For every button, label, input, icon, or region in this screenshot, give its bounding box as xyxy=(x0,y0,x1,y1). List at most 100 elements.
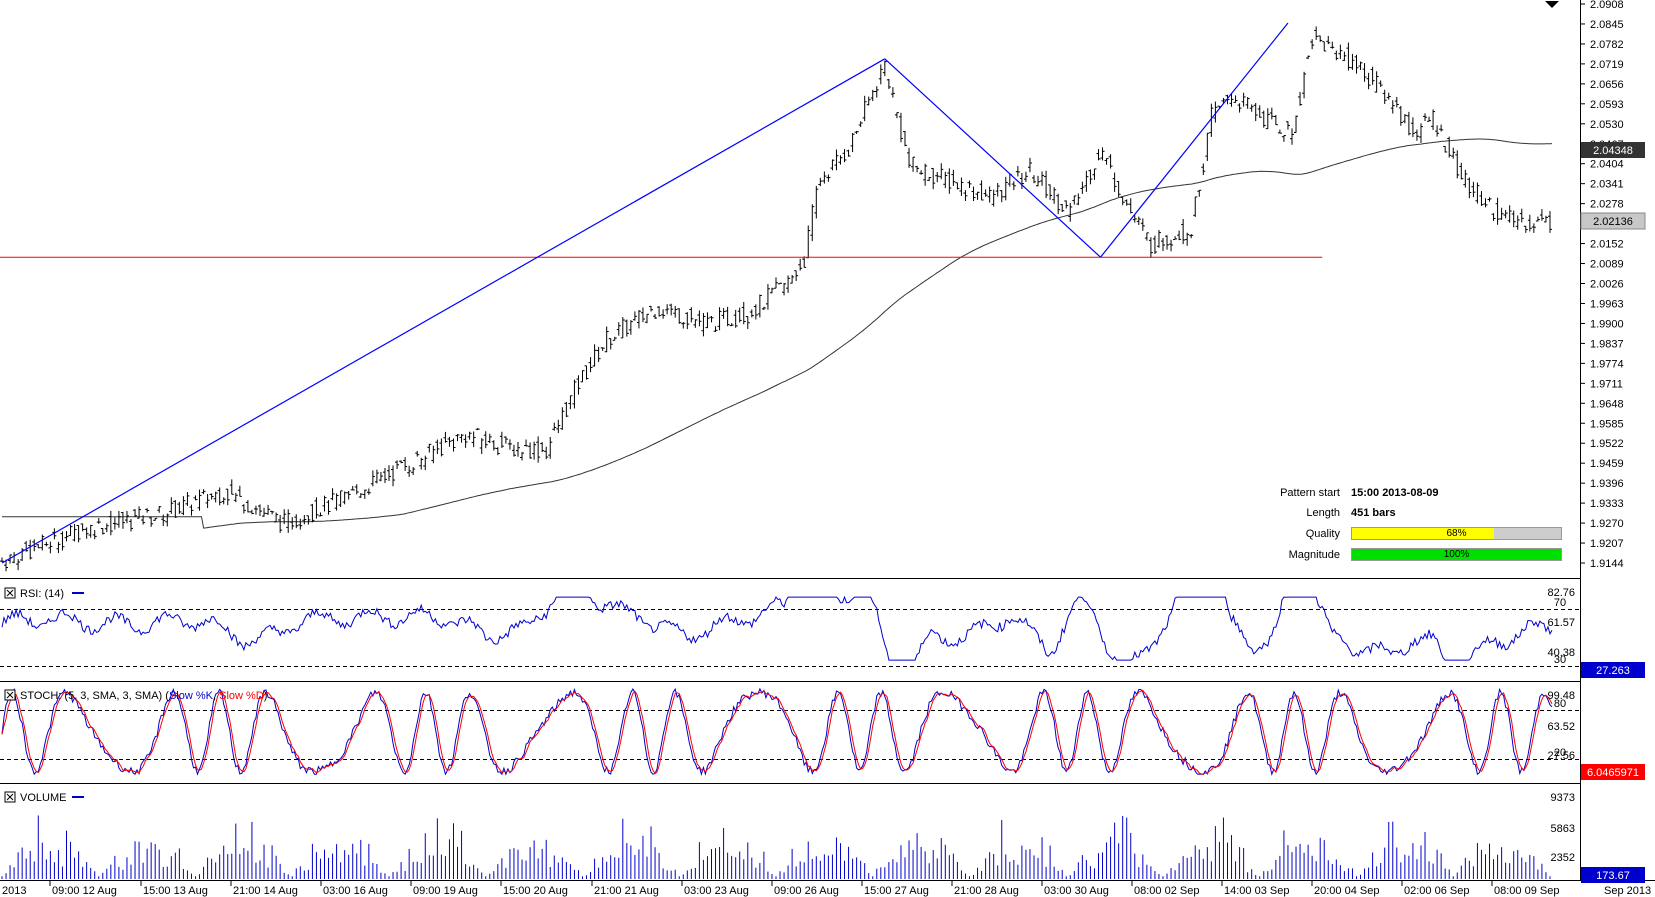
pattern-magnitude-label: Magnitude xyxy=(1288,549,1340,561)
pattern-length-label: Length xyxy=(1306,507,1340,519)
price-y-tick: 1.9963 xyxy=(1590,298,1624,310)
rsi-y-tick-1: 82.76 xyxy=(1547,587,1575,599)
time-axis-label: 21:00 14 Aug xyxy=(233,885,298,897)
time-axis-label: 08:00 02 Sep xyxy=(1134,885,1199,897)
price-y-tick: 1.9459 xyxy=(1590,458,1624,470)
stoch-level-80: 80 xyxy=(1554,698,1566,710)
ma-price-tag: 2.04348 xyxy=(1581,142,1645,158)
stoch-title: STOCH: (5, 3, SMA, 3, SMA) xyxy=(20,690,162,702)
price-y-axis: 2.0908 2.0845 2.0782 2.0719 2.0656 2.0593 2.05… xyxy=(1580,0,1624,570)
quality-bar: 68% xyxy=(1351,527,1562,540)
time-axis-label: 15:00 27 Aug xyxy=(864,885,929,897)
time-axis-label: 09:00 19 Aug xyxy=(413,885,478,897)
volume-title: VOLUME xyxy=(20,792,66,804)
rsi-current-label: 27.263 xyxy=(1596,665,1630,677)
time-axis-label: 21:00 28 Aug xyxy=(954,885,1019,897)
pattern-start-value: 15:00 2013-08-09 xyxy=(1351,487,1439,499)
current-price-tag: 2.02136 xyxy=(1580,212,1646,230)
volume-y-tick-3: 2352 xyxy=(1551,852,1575,864)
time-axis: 2013 09:00 12 Aug 15:00 13 Aug 21:00 14 Aug… xyxy=(2,880,1651,897)
time-axis-label: 15:00 13 Aug xyxy=(143,885,208,897)
stoch-current-label: 6.0465971 xyxy=(1587,767,1639,779)
pattern-lines xyxy=(1,22,1289,564)
time-axis-label: 02:00 06 Sep xyxy=(1404,885,1469,897)
scroll-marker-icon[interactable] xyxy=(1545,1,1559,8)
time-axis-label: 2013 xyxy=(2,885,26,897)
rsi-level-70: 70 xyxy=(1554,597,1566,609)
price-y-tick: 1.9774 xyxy=(1590,358,1624,370)
price-y-tick: 1.9333 xyxy=(1590,498,1624,510)
price-y-tick: 2.0593 xyxy=(1590,99,1624,111)
price-y-tick: 2.0089 xyxy=(1590,259,1624,271)
stoch-k-label: Slow %K xyxy=(169,690,214,702)
price-y-tick: 1.9144 xyxy=(1590,558,1624,570)
stoch-y-tick-1: 99.48 xyxy=(1547,690,1575,702)
price-y-tick: 1.9396 xyxy=(1590,478,1624,490)
moving-average-line xyxy=(2,138,1553,529)
volume-y-tick-1: 9373 xyxy=(1551,792,1575,804)
stoch-d-label: Slow %D xyxy=(219,690,264,702)
time-axis-label: 09:00 12 Aug xyxy=(52,885,117,897)
price-pane: 2.0908 2.0845 2.0782 2.0719 2.0656 2.0593 2.05… xyxy=(0,0,1646,572)
magnitude-bar-fill xyxy=(1352,549,1561,560)
price-y-tick: 2.0845 xyxy=(1590,19,1624,31)
price-y-tick: 2.0026 xyxy=(1590,279,1624,291)
price-y-tick: 2.0278 xyxy=(1590,199,1624,211)
quality-bar-fill xyxy=(1352,528,1495,539)
time-axis-label: 15:00 20 Aug xyxy=(503,885,568,897)
rsi-level-30: 30 xyxy=(1554,654,1566,666)
time-axis-label: Sep 2013 xyxy=(1604,885,1651,897)
price-y-tick: 2.0404 xyxy=(1590,159,1624,171)
stoch-y-tick-2: 63.52 xyxy=(1547,721,1575,733)
price-y-tick: 2.0782 xyxy=(1590,39,1624,51)
quality-bar-text: 68% xyxy=(1446,528,1467,539)
magnitude-bar-text: 100% xyxy=(1443,549,1470,560)
volume-y-tick-2: 5863 xyxy=(1551,823,1575,835)
time-axis-label: 08:00 09 Sep xyxy=(1494,885,1559,897)
time-axis-label: 21:00 21 Aug xyxy=(594,885,659,897)
magnitude-bar: 100% xyxy=(1351,548,1562,561)
pattern-line xyxy=(1,58,886,564)
volume-pane: VOLUME 9373 5863 2352 173.67 xyxy=(1,791,1645,883)
price-y-tick: 1.9270 xyxy=(1590,518,1624,530)
price-y-tick: 1.9585 xyxy=(1590,418,1624,430)
stoch-y-tick-3: 27.56 xyxy=(1547,750,1575,762)
current-price-label: 2.02136 xyxy=(1593,216,1633,228)
rsi-title: RSI: (14) xyxy=(20,588,64,600)
time-axis-label: 03:00 16 Aug xyxy=(323,885,388,897)
time-axis-label: 09:00 26 Aug xyxy=(774,885,839,897)
price-y-tick: 1.9648 xyxy=(1590,398,1624,410)
pattern-line xyxy=(884,58,1101,258)
rsi-y-tick-3: 40.38 xyxy=(1547,647,1575,659)
rsi-pane: 70 30 RSI: (14) 82.76 61.57 40.38 27.263 xyxy=(0,587,1645,678)
volume-bars xyxy=(1,815,1551,879)
price-y-tick: 1.9207 xyxy=(1590,538,1624,550)
pattern-start-label: Pattern start xyxy=(1280,487,1340,499)
price-y-tick: 2.0341 xyxy=(1590,179,1624,191)
time-axis-label: 14:00 03 Sep xyxy=(1224,885,1289,897)
price-y-tick: 2.0719 xyxy=(1590,59,1624,71)
stoch-d-line xyxy=(1,689,1553,775)
price-bars xyxy=(0,26,1552,572)
rsi-line xyxy=(1,595,1553,661)
ma-price-label: 2.04348 xyxy=(1593,145,1633,157)
price-y-tick: 1.9837 xyxy=(1590,338,1624,350)
svg-text:STOCH: (5, 3, SMA, 3, SMA) (Sl: STOCH: (5, 3, SMA, 3, SMA) (Slow %K, Slo… xyxy=(20,690,267,702)
rsi-y-tick-2: 61.57 xyxy=(1547,617,1575,629)
price-y-tick: 1.9900 xyxy=(1590,318,1624,330)
volume-current-label: 173.67 xyxy=(1596,870,1630,882)
price-y-tick: 2.0530 xyxy=(1590,119,1624,131)
pattern-length-value: 451 bars xyxy=(1351,507,1396,519)
price-y-tick: 1.9522 xyxy=(1590,438,1624,450)
time-axis-label: 03:00 23 Aug xyxy=(684,885,749,897)
price-y-tick: 2.0908 xyxy=(1590,0,1624,11)
stoch-pane: 80 20 STOCH: (5, 3, SMA, 3, SMA) (Slow %… xyxy=(0,687,1645,780)
time-axis-label: 20:00 04 Sep xyxy=(1314,885,1379,897)
time-axis-label: 03:00 30 Aug xyxy=(1044,885,1109,897)
pattern-quality-label: Quality xyxy=(1305,528,1340,540)
pattern-line xyxy=(1100,22,1289,258)
price-y-tick: 2.0656 xyxy=(1590,79,1624,91)
price-y-tick: 1.9711 xyxy=(1590,378,1623,390)
